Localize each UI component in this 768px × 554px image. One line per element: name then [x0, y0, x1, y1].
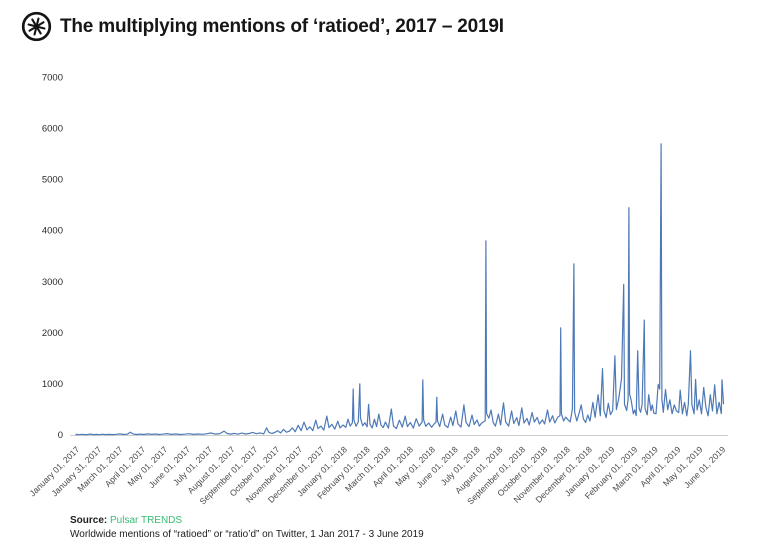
y-tick-label: 7000 — [42, 73, 63, 84]
y-tick-label: 5000 — [42, 175, 63, 186]
y-axis-labels: 0 1000 2000 3000 4000 5000 6000 7000 — [42, 73, 63, 442]
y-tick-label: 1000 — [42, 379, 63, 390]
series-line — [75, 143, 725, 436]
source-label: Source: — [70, 515, 108, 526]
source-line: Source: Pulsar TRENDS — [70, 514, 424, 528]
y-tick-label: 2000 — [42, 328, 63, 339]
y-tick-label: 3000 — [42, 277, 63, 288]
y-tick-label: 4000 — [42, 226, 63, 237]
y-tick-label: 0 — [58, 430, 63, 441]
chart-header: The multiplying mentions of ‘ratioed’, 2… — [20, 10, 504, 43]
chart-footer: Source: Pulsar TRENDS Worldwide mentions… — [70, 514, 424, 541]
chart-title: The multiplying mentions of ‘ratioed’, 2… — [60, 15, 504, 37]
circled-asterisk-icon — [21, 11, 52, 42]
chart-description: Worldwide mentions of “ratioed” or “rati… — [70, 528, 424, 540]
y-tick-label: 6000 — [42, 124, 63, 135]
source-link[interactable]: Pulsar TRENDS — [110, 515, 183, 526]
